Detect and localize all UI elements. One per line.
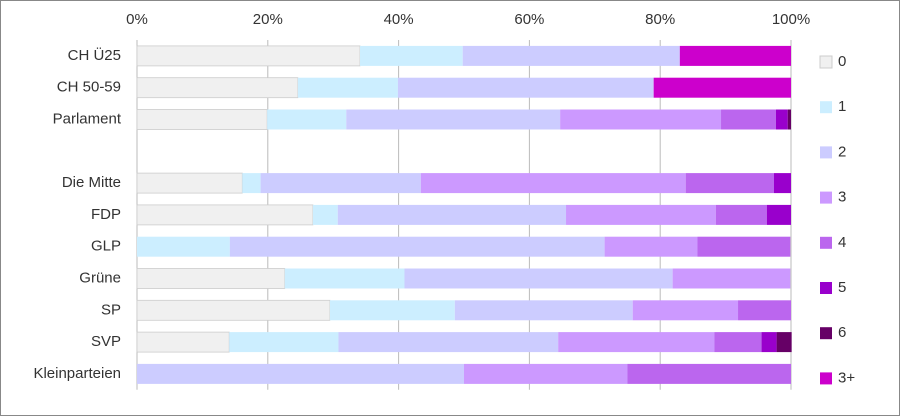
bar-segment (136, 45, 361, 67)
bar-segment (137, 236, 230, 257)
bar-segment (558, 332, 715, 353)
bar-segment (462, 45, 680, 66)
bar-segment (721, 109, 776, 130)
bar-segment (672, 268, 791, 289)
bar-segment (337, 204, 567, 225)
y-tick-label: Parlament (53, 110, 122, 127)
bar-segment (136, 204, 314, 226)
bar-segment (397, 77, 654, 98)
legend-label: 3+ (838, 369, 855, 386)
legend-swatch (820, 191, 832, 204)
bar-segment (775, 109, 788, 130)
bar-segment (627, 363, 791, 384)
bar-segment (454, 300, 633, 321)
bar-segment (360, 45, 463, 66)
y-tick-label: GLP (91, 238, 121, 255)
bar-segment (136, 299, 331, 321)
bar-segment (787, 109, 791, 130)
bar-segment (136, 109, 268, 130)
bar-segment (761, 332, 777, 353)
bar-segment (338, 332, 559, 353)
x-tick-label: 60% (514, 11, 544, 28)
legend-label: 2 (838, 143, 846, 160)
x-tick-label: 0% (126, 11, 148, 28)
bar-segment (715, 204, 767, 225)
legend-swatch (820, 101, 832, 114)
bar-segment (346, 109, 561, 130)
bar-segment (229, 332, 339, 353)
bar-segment (136, 268, 286, 289)
bar-segment (566, 204, 716, 225)
bar-segment (329, 300, 455, 321)
x-tick-label: 40% (384, 11, 414, 28)
bar-segment (260, 173, 421, 194)
y-tick-label: SVP (91, 333, 121, 350)
bar-segment (714, 332, 762, 353)
bar-segment (653, 77, 791, 98)
legend-swatch (820, 327, 832, 340)
bar-segment (766, 204, 791, 225)
legend-label: 5 (838, 279, 846, 296)
bar-segment (738, 300, 791, 321)
bar-segment (776, 332, 792, 353)
bar-segment (420, 173, 686, 194)
bar-segment (773, 173, 791, 194)
y-tick-label: Grüne (79, 269, 121, 286)
bar-segment (404, 268, 673, 289)
bar-segment (137, 363, 464, 384)
x-tick-label: 20% (253, 11, 283, 28)
y-tick-label: Die Mitte (62, 174, 121, 191)
y-tick-label: FDP (91, 206, 121, 223)
bar-segment (136, 77, 299, 99)
bar-segment (136, 172, 243, 194)
legend-swatch (820, 372, 832, 385)
bar-segment (632, 300, 739, 321)
bar-segment (267, 109, 347, 130)
bar-segment (464, 363, 628, 384)
legend-label: 6 (838, 324, 846, 341)
bar-segment (242, 173, 261, 194)
bar-segment (604, 236, 698, 257)
bar-segment (284, 268, 405, 289)
bar-segment (297, 77, 398, 98)
x-tick-label: 100% (772, 11, 810, 28)
bar-segment (697, 236, 791, 257)
x-tick-label: 80% (645, 11, 675, 28)
legend-label: 4 (838, 234, 846, 251)
legend-label: 1 (838, 98, 846, 115)
bar-segment (312, 204, 338, 225)
bar-segment (136, 331, 230, 353)
legend-swatch (820, 146, 832, 159)
legend-label: 0 (838, 53, 846, 70)
y-tick-label: CH Ü25 (68, 46, 121, 64)
legend-swatch (820, 236, 832, 249)
legend-label: 3 (838, 189, 846, 206)
y-tick-label: CH 50-59 (57, 79, 121, 96)
bar-segment (560, 109, 722, 130)
y-tick-label: Kleinparteien (33, 365, 121, 382)
y-tick-label: SP (101, 301, 121, 318)
bar-segment (679, 45, 791, 66)
bar-segment (685, 173, 774, 194)
legend-swatch (819, 55, 833, 69)
bar-segment (229, 236, 605, 257)
legend-swatch (820, 282, 832, 294)
